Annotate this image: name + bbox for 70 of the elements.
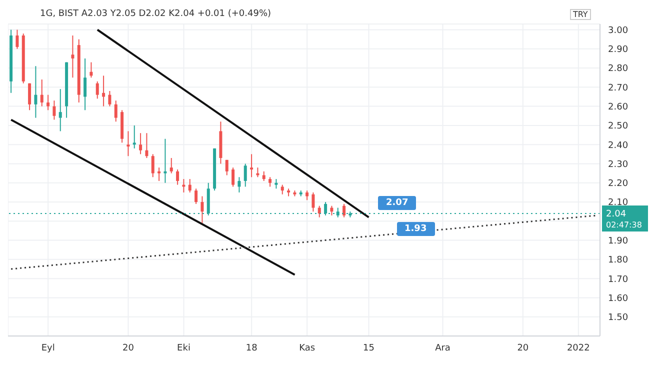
candlestick — [71, 34, 74, 78]
candlestick — [139, 132, 142, 155]
candlestick — [158, 167, 161, 182]
candlestick — [268, 176, 272, 188]
x-tick-label: 2022 — [566, 343, 590, 354]
y-tick-label: 2.50 — [608, 122, 628, 132]
candlestick — [225, 159, 228, 176]
x-tick-label: 15 — [363, 343, 374, 354]
y-tick-label: 1.60 — [608, 294, 628, 304]
candlestick — [176, 168, 180, 186]
y-tick-label: 2.40 — [608, 140, 628, 151]
x-tick-label: Ara — [435, 343, 450, 354]
y-tick-label: 2.10 — [608, 198, 628, 208]
candlestick — [312, 192, 315, 212]
candlestick — [126, 130, 130, 157]
y-tick-label: 2.30 — [608, 160, 628, 170]
candlestick — [40, 79, 44, 107]
y-tick-label: 2.80 — [608, 64, 628, 74]
candlestick — [342, 203, 346, 218]
x-tick-label: Kas — [299, 343, 316, 354]
candlestick — [108, 90, 112, 107]
candlestick — [330, 205, 334, 216]
y-tick-label: 1.50 — [608, 313, 628, 324]
candlestick — [145, 132, 148, 158]
candlestick — [16, 29, 19, 50]
y-tick-label: 2.60 — [608, 102, 628, 112]
candlestick — [232, 167, 235, 188]
candlestick — [84, 58, 87, 111]
candlestick — [90, 62, 93, 78]
candlestick — [306, 190, 309, 201]
x-tick-label: 20 — [517, 343, 529, 354]
annotation: 1.93 — [396, 222, 435, 236]
candlestick — [151, 154, 154, 178]
candlestick — [96, 80, 99, 100]
x-tick-label: 18 — [246, 343, 258, 354]
ref-line-label: 2.04 — [606, 209, 626, 220]
candlestick — [194, 188, 198, 204]
candlestick — [164, 138, 167, 184]
candlestick — [58, 88, 62, 132]
candlestick — [200, 196, 204, 224]
candlestick — [28, 82, 32, 111]
annotation: 2.07 — [378, 196, 416, 210]
x-tick-label: Eki — [177, 343, 190, 354]
candlestick — [114, 100, 118, 122]
candlestick — [188, 178, 192, 193]
candlestick — [238, 176, 241, 193]
candlestick — [34, 66, 38, 118]
candlestick — [250, 154, 254, 178]
y-axis-title: TRY — [570, 9, 591, 20]
candlestick — [102, 75, 106, 107]
candlestick — [132, 124, 136, 149]
y-tick-label: 1.90 — [608, 236, 628, 246]
y-tick-label: 1.80 — [608, 256, 628, 266]
candlestick — [274, 178, 278, 190]
candlestick — [170, 157, 173, 174]
chart-title: 1G, BIST A2.03 Y2.05 D2.02 K2.04 +0.01 (+0.49%) — [38, 9, 274, 19]
y-tick-label: 1.70 — [608, 274, 628, 285]
candlestick — [280, 184, 284, 195]
y-tick-label: 3.00 — [608, 26, 628, 36]
y-tick-label: 2.70 — [608, 83, 628, 94]
candlestick — [52, 100, 56, 120]
candlestick — [244, 163, 247, 188]
candlestick — [46, 94, 50, 111]
text: 02:47:38 — [606, 220, 642, 230]
y-tick-label: 2.20 — [608, 179, 628, 190]
x-tick-label: 20 — [122, 343, 134, 354]
x-tick-label: Eyl — [41, 343, 55, 354]
y-tick-label: 2.90 — [608, 45, 628, 56]
candlestick — [318, 205, 321, 218]
candlestick — [262, 170, 266, 182]
